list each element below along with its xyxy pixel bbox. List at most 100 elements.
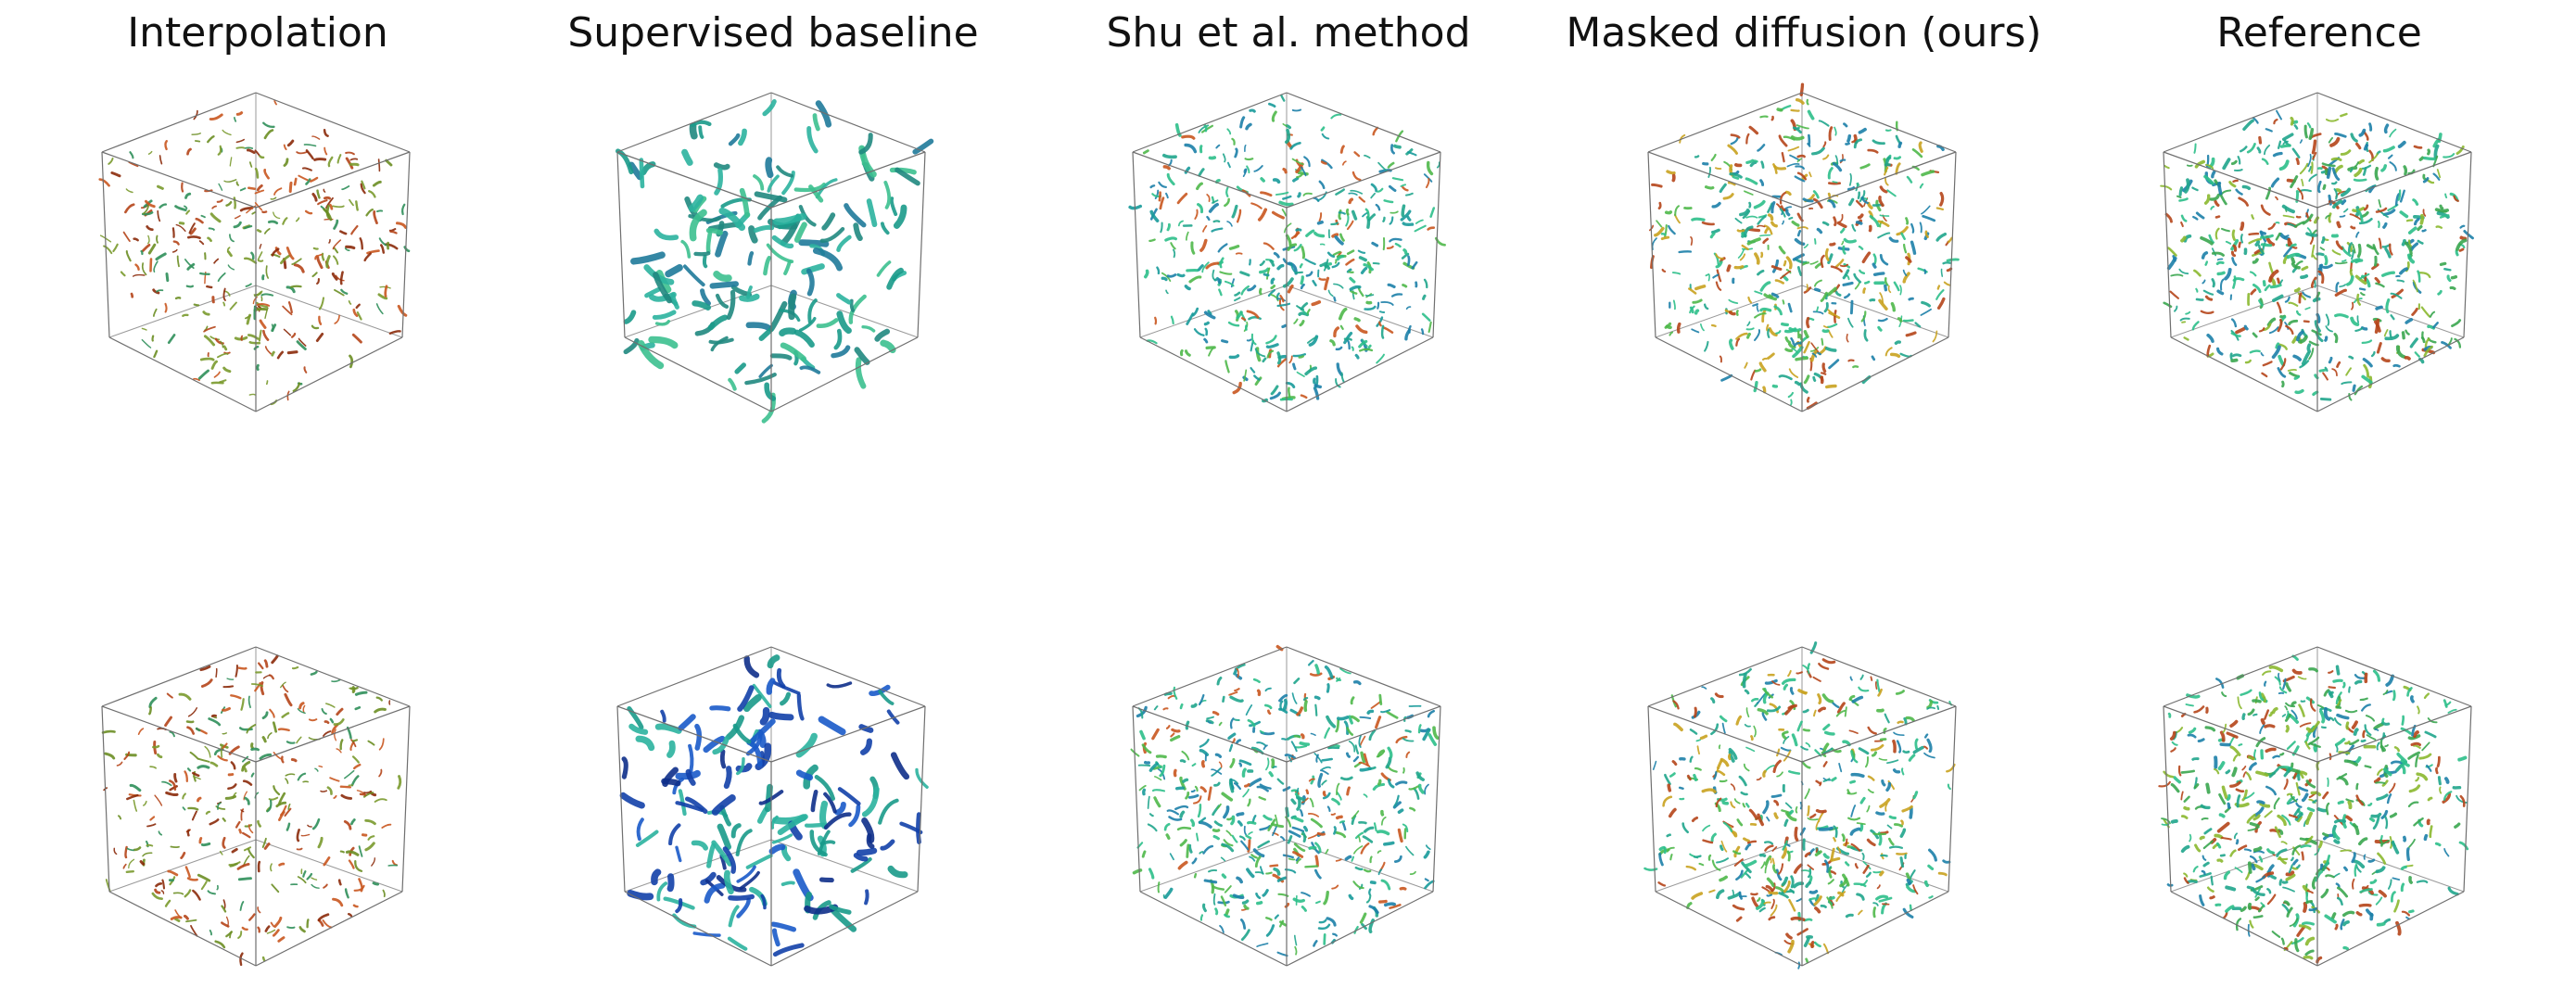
vortex-strand bbox=[793, 222, 807, 243]
vortex-strand bbox=[2191, 186, 2199, 192]
vortex-strand bbox=[1331, 233, 1339, 238]
vortex-strand bbox=[1243, 825, 1248, 836]
vortex-strand bbox=[238, 727, 253, 731]
vortex-strand bbox=[284, 807, 292, 817]
vortex-strand bbox=[2407, 734, 2421, 741]
vortex-strand bbox=[2277, 814, 2287, 827]
vortex-strand bbox=[2368, 149, 2375, 162]
vortex-strand bbox=[783, 260, 792, 275]
vortex-strand bbox=[1313, 386, 1320, 400]
vortex-strand bbox=[1745, 215, 1758, 219]
vortex-strand bbox=[1315, 754, 1319, 763]
vortex-strand bbox=[1780, 746, 1792, 752]
vortex-strand bbox=[1377, 868, 1383, 876]
vortex-strand bbox=[351, 686, 356, 693]
vortex-strand bbox=[2259, 230, 2266, 235]
vortex-strand bbox=[776, 165, 793, 178]
vortex-strand bbox=[1715, 253, 1724, 260]
vortex-strand bbox=[1887, 837, 1895, 846]
vortex-strand bbox=[861, 786, 880, 817]
vortex-strand bbox=[2331, 249, 2341, 256]
vortex-strand bbox=[1841, 240, 1845, 246]
vortex-strand bbox=[2208, 234, 2214, 244]
vortex-strand bbox=[1256, 943, 1269, 948]
vortex-strand bbox=[2260, 204, 2271, 216]
vortex-strand bbox=[1389, 216, 1394, 225]
vortex-strand bbox=[2333, 872, 2341, 879]
vortex-strand bbox=[2261, 158, 2269, 165]
vortex-strand bbox=[1896, 852, 1908, 855]
vortex-strand bbox=[2214, 833, 2224, 840]
vortex-strand bbox=[1673, 722, 1683, 732]
vortex-strand bbox=[325, 204, 331, 220]
vortex-strand bbox=[1766, 705, 1782, 713]
vortex-strand bbox=[2390, 760, 2404, 765]
vortex-strand bbox=[1321, 158, 1333, 170]
vortex-strand bbox=[745, 854, 773, 869]
vortex-strand bbox=[700, 288, 711, 306]
vortex-strand bbox=[1165, 833, 1171, 840]
vortex-strand bbox=[1196, 182, 1203, 191]
vortex-strand bbox=[1815, 808, 1827, 814]
vortex-strand bbox=[770, 921, 797, 932]
vortex-strand bbox=[771, 833, 793, 844]
cube-edge bbox=[1132, 705, 1141, 893]
vortex-strand bbox=[2322, 184, 2327, 190]
vortex-strand bbox=[1309, 672, 1323, 677]
vortex-strand bbox=[1705, 273, 1710, 277]
vortex-strand bbox=[261, 956, 266, 962]
vortex-strand bbox=[339, 739, 344, 751]
vortex-strand bbox=[1710, 832, 1717, 843]
vortex-strand bbox=[296, 340, 307, 351]
vortex-strand bbox=[321, 252, 325, 261]
vortex-strand bbox=[1813, 279, 1822, 287]
vortex-strand bbox=[2354, 385, 2364, 396]
vortex-strand bbox=[1308, 778, 1315, 782]
vortex-strand bbox=[191, 810, 198, 821]
vortex-strand bbox=[2357, 837, 2368, 846]
vortex-strand bbox=[2252, 332, 2258, 338]
vortex-strand bbox=[337, 879, 342, 886]
vortex-strand bbox=[1783, 327, 1797, 334]
vortex-structures bbox=[2158, 654, 2469, 964]
vortex-strand bbox=[349, 158, 359, 161]
vortex-strand bbox=[1940, 268, 1944, 277]
vortex-strand bbox=[2229, 780, 2241, 788]
vortex-strand bbox=[1862, 287, 1867, 294]
vortex-strand bbox=[1919, 183, 1924, 189]
vortex-strand bbox=[2374, 728, 2379, 731]
vortex-strand bbox=[130, 292, 134, 298]
vortex-strand bbox=[2378, 889, 2387, 898]
vortex-strand bbox=[2251, 214, 2255, 220]
vortex-strand bbox=[1838, 763, 1843, 773]
vortex-strand bbox=[351, 333, 362, 344]
vortex-strand bbox=[1249, 855, 1256, 862]
vortex-strand bbox=[351, 755, 360, 764]
vortex-strand bbox=[916, 812, 921, 844]
vortex-strand bbox=[1348, 741, 1356, 753]
vortex-strand bbox=[2311, 329, 2322, 336]
vortex-strand bbox=[1147, 795, 1150, 809]
vortex-strand bbox=[239, 901, 245, 911]
vortex-strand bbox=[2317, 180, 2322, 194]
vortex-strand bbox=[2330, 912, 2337, 920]
vortex-strand bbox=[1805, 741, 1811, 748]
vortex-strand bbox=[2170, 747, 2176, 753]
vortex-strand bbox=[1378, 310, 1386, 313]
vortex-strand bbox=[2396, 752, 2407, 764]
vortex-strand bbox=[237, 877, 252, 881]
vortex-strand bbox=[1226, 817, 1233, 821]
vortex-strand bbox=[2322, 263, 2333, 270]
vortex-strand bbox=[1142, 788, 1147, 796]
vortex-strand bbox=[869, 684, 891, 697]
vortex-strand bbox=[1745, 327, 1755, 331]
vortex-strand bbox=[2275, 196, 2278, 201]
vortex-strand bbox=[1389, 237, 1402, 243]
vortex-strand bbox=[2294, 388, 2304, 395]
vortex-strand bbox=[1158, 181, 1167, 188]
vortex-strand bbox=[1357, 249, 1366, 254]
vortex-strand bbox=[1895, 690, 1905, 695]
vortex-strand bbox=[273, 211, 281, 220]
vortex-strand bbox=[1936, 704, 1940, 710]
vortex-strand bbox=[317, 836, 324, 849]
